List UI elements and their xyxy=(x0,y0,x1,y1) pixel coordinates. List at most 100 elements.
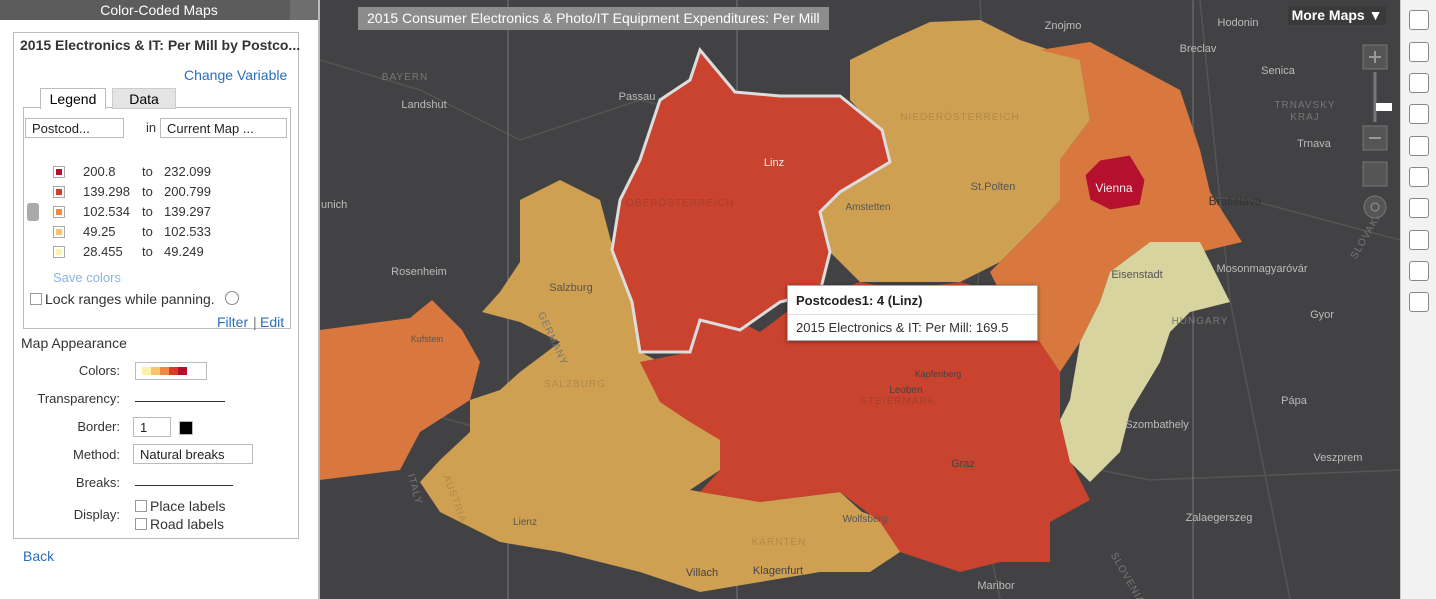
transparency-slider[interactable] xyxy=(135,401,225,402)
border-color[interactable] xyxy=(179,421,193,435)
tool-button[interactable] xyxy=(1409,73,1429,93)
map-label: SALZBURG xyxy=(544,379,606,390)
tool-button[interactable] xyxy=(1409,261,1429,281)
tool-button[interactable] xyxy=(1409,136,1429,156)
legend-swatch[interactable] xyxy=(53,186,65,198)
map-label: Graz xyxy=(951,458,975,470)
map-label: Wolfsberg xyxy=(843,514,888,525)
legend-swatch[interactable] xyxy=(53,226,65,238)
field-label: Breaks: xyxy=(75,475,120,490)
change-variable-link[interactable]: Change Variable xyxy=(184,67,288,83)
extent-select[interactable]: Current Map ... xyxy=(160,118,287,138)
field-label: Method: xyxy=(73,447,120,462)
field-label: Display: xyxy=(73,507,120,522)
map-label: Lienz xyxy=(513,517,537,528)
map-label: Zalaegerszeg xyxy=(1186,512,1253,524)
breaks-slider[interactable] xyxy=(135,485,233,486)
field-label: Transparency: xyxy=(37,391,120,406)
legend-swatch[interactable] xyxy=(53,246,65,258)
tooltip: Postcodes1: 4 (Linz) 2015 Electronics & … xyxy=(787,285,1038,341)
place-labels-label: Place labels xyxy=(150,498,226,514)
side-panel: Color-Coded Maps 2015 Electronics & IT: … xyxy=(0,0,320,599)
map-label: Senica xyxy=(1261,65,1296,77)
flip-colors-button[interactable] xyxy=(27,203,39,221)
tooltip-title: Postcodes1: 4 (Linz) xyxy=(796,293,923,308)
tool-button[interactable] xyxy=(1409,10,1429,30)
color-ramp-select[interactable] xyxy=(135,362,207,380)
map-label: Vienna xyxy=(1095,181,1132,195)
legend-to-word: to xyxy=(142,164,153,179)
map-label: NIEDERÖSTERREICH xyxy=(900,111,1019,123)
region-selected[interactable] xyxy=(610,46,892,354)
filter-link[interactable]: Filter xyxy=(217,314,249,330)
map-label: Szombathely xyxy=(1125,419,1189,431)
legend-to-word: to xyxy=(142,204,153,219)
separator: | xyxy=(253,314,257,330)
map-label: OBERÖSTERREICH xyxy=(626,197,734,209)
panel-title: Color-Coded Maps xyxy=(0,0,318,20)
tool-button[interactable] xyxy=(1409,42,1429,62)
zoom-controls[interactable] xyxy=(1362,44,1392,219)
in-label: in xyxy=(146,120,157,135)
map[interactable]: BAYERN Landshut Passau Linz Znojmo Hodon… xyxy=(320,0,1400,599)
map-label: Veszprem xyxy=(1314,452,1363,464)
map-label: Pápa xyxy=(1281,395,1308,407)
legend-to-word: to xyxy=(142,244,153,259)
legend-to-word: to xyxy=(142,224,153,239)
legend-from: 49.25 xyxy=(83,224,116,239)
checkbox[interactable] xyxy=(135,518,147,530)
map-label: STEIERMARK xyxy=(860,396,935,407)
legend-to: 139.297 xyxy=(164,204,211,219)
legend-to: 102.533 xyxy=(164,224,211,239)
save-colors-link[interactable]: Save colors xyxy=(53,270,121,285)
region[interactable] xyxy=(640,282,1090,572)
ramp-swatch xyxy=(178,367,187,375)
collapse-button[interactable] xyxy=(290,0,318,20)
map-label: Trnava xyxy=(1297,138,1332,150)
legend-from: 28.455 xyxy=(83,244,123,259)
map-label: Amstetten xyxy=(845,202,890,213)
region[interactable] xyxy=(1084,154,1146,211)
tool-button[interactable] xyxy=(1409,198,1429,218)
region[interactable] xyxy=(820,20,1090,282)
map-label: TRNAVSKY xyxy=(1274,100,1335,111)
map-appearance-toggle[interactable]: Map Appearance xyxy=(21,335,127,351)
map-label: Villach xyxy=(686,567,718,579)
geography-select[interactable]: Postcod... xyxy=(25,118,124,138)
back-link[interactable]: Back xyxy=(23,548,55,564)
map-label: Breclav xyxy=(1180,43,1217,55)
legend-to: 49.249 xyxy=(164,244,204,259)
tab[interactable]: Legend xyxy=(40,88,106,109)
checkbox[interactable] xyxy=(30,293,42,305)
legend-from: 200.8 xyxy=(83,164,116,179)
region[interactable] xyxy=(320,300,480,480)
border-select[interactable]: 1 xyxy=(133,417,171,437)
legend-swatch[interactable] xyxy=(53,166,65,178)
tool-button[interactable] xyxy=(1409,104,1429,124)
tool-button[interactable] xyxy=(1409,167,1429,187)
more-maps-button[interactable]: More Maps ▼ xyxy=(1288,6,1386,25)
info-icon[interactable] xyxy=(225,291,239,305)
checkbox[interactable] xyxy=(135,500,147,512)
tool-button[interactable] xyxy=(1409,230,1429,250)
toolbar xyxy=(1400,0,1436,599)
map-label: Landshut xyxy=(401,99,446,111)
map-label: Linz xyxy=(764,157,784,169)
region[interactable] xyxy=(1060,242,1230,482)
edit-link[interactable]: Edit xyxy=(260,314,285,330)
map-label: KRAJ xyxy=(1290,112,1320,123)
tab[interactable]: Data xyxy=(112,88,176,109)
tool-button[interactable] xyxy=(1409,292,1429,312)
legend-swatch[interactable] xyxy=(53,206,65,218)
map-label: St.Polten xyxy=(971,181,1016,193)
method-select[interactable]: Natural breaks xyxy=(133,444,253,464)
map-label: Gyor xyxy=(1310,309,1334,321)
map-label: Kufstein xyxy=(411,334,444,344)
panel-box xyxy=(13,32,299,539)
legend-from: 139.298 xyxy=(83,184,130,199)
legend-to-word: to xyxy=(142,184,153,199)
legend-from: 102.534 xyxy=(83,204,130,219)
map-label: Eisenstadt xyxy=(1111,269,1162,281)
map-label: Bratislava xyxy=(1209,194,1262,208)
